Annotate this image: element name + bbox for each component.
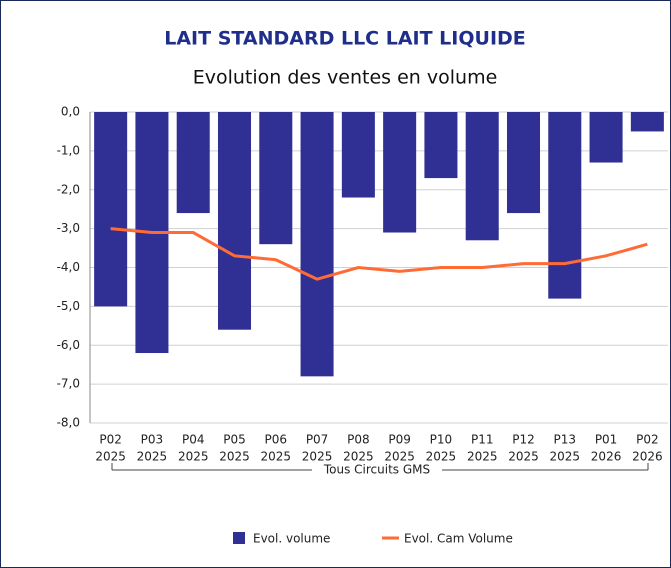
x-tick-label: 2025 (467, 450, 498, 464)
x-tick-label: 2025 (137, 450, 168, 464)
bar (630, 112, 664, 132)
x-tick-label: P09 (388, 433, 411, 447)
bar (300, 112, 334, 377)
chart-subtitle: Evolution des ventes en volume (193, 67, 498, 89)
x-tick-label: P03 (141, 433, 164, 447)
y-tick-label: -3,0 (57, 221, 80, 235)
x-tick-label: 2025 (302, 450, 333, 464)
x-tick-label: 2025 (426, 450, 457, 464)
bar (548, 112, 582, 299)
legend-label: Evol. volume (253, 532, 330, 546)
legend-swatch (233, 532, 245, 544)
x-tick-label: P07 (306, 433, 329, 447)
y-tick-label: -8,0 (57, 416, 80, 430)
line (110, 227, 648, 281)
x-tick-label: P13 (554, 433, 577, 447)
x-tick-label: P10 (430, 433, 453, 447)
bar (176, 112, 210, 214)
x-tick-label: 2026 (591, 450, 622, 464)
y-tick-label: -2,0 (57, 182, 80, 196)
x-tick-label: P02 (636, 433, 659, 447)
x-tick-label: 2025 (95, 450, 126, 464)
x-tick-label: P06 (265, 433, 288, 447)
x-tick-label: 2025 (384, 450, 415, 464)
x-tick-label: 2025 (219, 450, 250, 464)
y-tick-label: -5,0 (57, 299, 80, 313)
x-tick-label: 2025 (261, 450, 292, 464)
group-label: Tous Circuits GMS (323, 463, 430, 477)
x-tick-label: 2026 (632, 450, 663, 464)
legend-label: Evol. Cam Volume (404, 532, 513, 546)
bar (341, 112, 375, 198)
y-tick-label: -1,0 (57, 143, 80, 157)
y-tick-label: -7,0 (57, 377, 80, 391)
bar (383, 112, 417, 233)
x-tick-label: P05 (223, 433, 246, 447)
bar (589, 112, 623, 163)
y-tick-label: -6,0 (57, 338, 80, 352)
y-tick-label: 0,0 (61, 105, 80, 119)
x-tick-label: 2025 (178, 450, 209, 464)
x-tick-label: P01 (595, 433, 618, 447)
x-tick-label: P02 (99, 433, 122, 447)
bar (94, 112, 128, 307)
x-tick-label: 2025 (343, 450, 374, 464)
group-label-bg (312, 462, 442, 478)
bar (424, 112, 458, 179)
x-tick-label: 2025 (550, 450, 581, 464)
x-tick-label: P04 (182, 433, 205, 447)
x-tick-label: 2025 (508, 450, 539, 464)
y-tick-label: -4,0 (57, 260, 80, 274)
bar (465, 112, 499, 241)
x-tick-label: P08 (347, 433, 370, 447)
bar (217, 112, 252, 330)
x-tick-label: P12 (512, 433, 535, 447)
x-tick-label: P11 (471, 433, 494, 447)
chart-title: LAIT STANDARD LLC LAIT LIQUIDE (164, 28, 526, 50)
bar (506, 112, 541, 214)
bar (259, 112, 293, 245)
